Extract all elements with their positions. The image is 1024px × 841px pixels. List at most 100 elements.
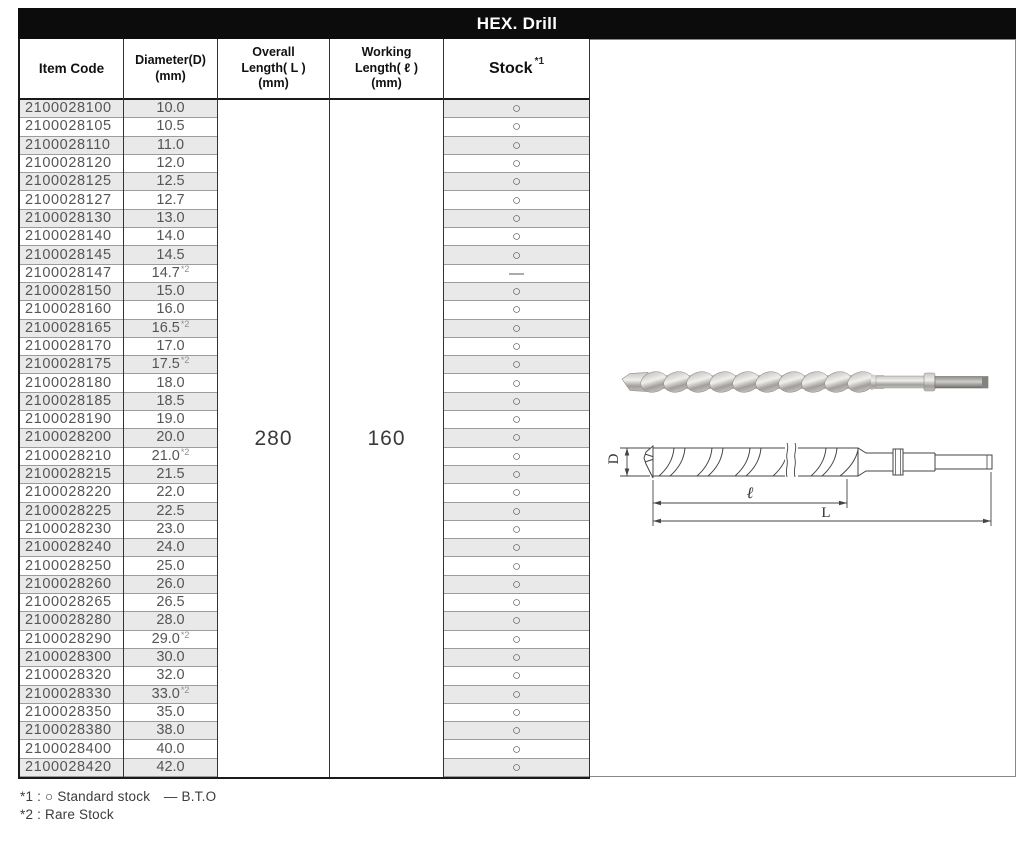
header-overall-length: Overall Length( L ) (mm) [218,39,329,100]
item-code-cell: 2100028220 [20,484,123,503]
stock-cell: ○ [444,758,589,777]
stock-cell: ○ [444,118,589,137]
diameter-cell: 22.0 [124,484,217,503]
stock-cell: ○ [444,392,589,412]
item-code-cell: 2100028290 [20,631,123,649]
item-code-cell: 2100028110 [20,136,123,155]
header-working-line1: Working [361,45,412,60]
diameter-cell: 25.0 [124,557,217,576]
diameter-cell: 21.5 [124,465,217,485]
stock-cell: ○ [444,374,589,393]
stock-cell: ○ [444,539,589,558]
item-code-cell: 2100028165 [20,319,123,338]
stock-cell: ○ [444,356,589,375]
stock-cell: ○ [444,282,589,302]
stock-cell: ○ [444,228,589,247]
working-length-value: 160 [367,426,406,450]
item-code-cell: 2100028300 [20,648,123,668]
diameter-cell: 30.0 [124,648,217,668]
stock-cell: ○ [444,338,589,357]
item-code-cell: 2100028180 [20,374,123,393]
stock-cell: ○ [444,465,589,485]
diameter-cell: 17.0 [124,338,217,357]
stock-cell: ○ [444,100,589,119]
diameter-cell: 24.0 [124,539,217,558]
stock-cell: ○ [444,631,589,649]
stock-cell: ○ [444,557,589,576]
stock-cell: ○ [444,429,589,448]
diameter-cell: 28.0 [124,612,217,631]
rare-stock-note: *2 [180,263,190,274]
diameter-cell: 18.5 [124,392,217,412]
page-title: HEX. Drill [18,8,1016,39]
diameter-cell: 33.0 *2 [124,685,217,704]
item-code-cell: 2100028350 [20,704,123,723]
item-code-cell: 2100028230 [20,521,123,540]
column-item-code: Item Code 2100028100 2100028105 2100028110… [20,39,124,777]
stock-cell: ○ [444,612,589,631]
stock-cell: ○ [444,704,589,723]
item-code-cell: 2100028170 [20,338,123,357]
diameter-cell: 18.0 [124,374,217,393]
stock-cells: ○ ○ ○ ○ ○ ○ ○ ○ ○ — ○ ○ ○ ○ ○ ○ ○ ○ ○ ○ ○ ○ ○ ○ ○ ○ ○ ○ ○ ○ ○ ○ ○ ○ ○ ○ ○ [444,100,589,777]
item-code-cell: 2100028150 [20,282,123,302]
item-code-cell: 2100028215 [20,465,123,485]
diameter-dim-label: D [606,453,622,464]
item-code-cell: 2100028210 [20,448,123,466]
header-stock-footnote-ref: *1 [534,55,545,67]
item-code-cell: 2100028380 [20,722,123,741]
diameter-cell: 10.0 [124,100,217,119]
diameter-cell: 12.7 [124,191,217,210]
item-code-cell: 2100028130 [20,209,123,229]
rare-stock-note: *2 [180,355,190,366]
footnote-1: *1 : ○ Standard stock — B.T.O [20,789,217,804]
stock-cell: ○ [444,319,589,338]
item-code-cell: 2100028127 [20,191,123,210]
diameter-cells: 10.0 10.5 11.0 12.0 12.5 12.7 13.0 14.0 14.5 14.7… [124,100,217,777]
item-code-cell: 2100028420 [20,758,123,777]
diameter-cell: 21.0 *2 [124,447,217,466]
stock-cell: ○ [444,191,589,210]
diameter-cell: 22.5 [124,502,217,521]
diameter-cell: 26.5 [124,594,217,613]
diameter-cell: 12.0 [124,155,217,174]
stock-cell: ○ [444,173,589,192]
stock-cell: ○ [444,667,589,686]
stock-cell: ○ [444,209,589,229]
item-code-cell: 2100028125 [20,173,123,192]
stock-cell: ○ [444,246,589,265]
header-item-code: Item Code [20,39,123,100]
stock-cell: ○ [444,521,589,540]
item-code-cell: 2100028225 [20,502,123,521]
item-code-cell: 2100028175 [20,356,123,375]
item-code-cell: 2100028200 [20,429,123,448]
item-code-cell: 2100028120 [20,155,123,174]
stock-cell: ○ [444,648,589,668]
rare-stock-note: *2 [180,446,190,457]
column-working-length: Working Length( ℓ ) (mm) 160 [330,39,444,777]
stock-cell: ○ [444,155,589,174]
diameter-cell: 11.0 [124,136,217,155]
item-code-cell: 2100028280 [20,612,123,631]
stock-cell: ○ [444,575,589,595]
item-code-cell: 2100028260 [20,575,123,595]
stock-cell: ○ [444,685,589,704]
diameter-cell: 38.0 [124,722,217,741]
overall-length-value: 280 [254,426,293,450]
drill-photo-shapes [621,371,989,393]
column-overall-length: Overall Length( L ) (mm) 280 [218,39,330,777]
rare-stock-note: *2 [180,318,190,329]
product-image-panel: D ℓ L [590,39,1016,777]
item-code-cell: 2100028160 [20,301,123,320]
diameter-cell: 13.0 [124,209,217,229]
stock-cell: ○ [444,502,589,521]
item-code-cells: 2100028100 2100028105 2100028110 2100028120… [20,100,123,777]
dimension-diagram: D ℓ L [606,442,993,526]
header-stock: Stock *1 [444,39,589,100]
column-diameter: Diameter(D) (mm) 10.0 10.5 11.0 12.0 12.5 12.… [124,39,218,777]
diameter-cell: 10.5 [124,118,217,137]
header-overall-line3: (mm) [258,76,289,91]
diameter-cell: 17.5 *2 [124,355,217,375]
stock-cell: ○ [444,740,589,759]
